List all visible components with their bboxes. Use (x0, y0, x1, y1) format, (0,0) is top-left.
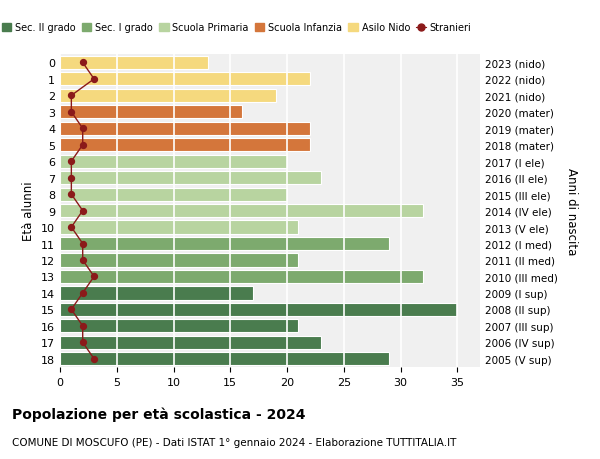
Point (78, 207, 88, 215)
Point (78, 290, 88, 297)
Point (67, 191, 76, 198)
Point (89, 355, 99, 363)
Point (67, 158, 76, 166)
Legend: Sec. II grado, Sec. I grado, Scuola Primaria, Scuola Infanzia, Asilo Nido, Stran: Sec. II grado, Sec. I grado, Scuola Prim… (0, 19, 475, 37)
Bar (60, 73, 310, 86)
Bar (60, 188, 287, 202)
Bar (60, 155, 287, 168)
Bar (60, 172, 321, 185)
Bar (60, 139, 310, 152)
Point (67, 109, 76, 116)
Point (67, 92, 76, 100)
Point (78, 257, 88, 264)
Point (67, 306, 76, 313)
Point (89, 76, 99, 84)
Bar (60, 57, 208, 70)
Bar (60, 254, 298, 267)
Bar (60, 106, 242, 119)
Bar (60, 221, 298, 234)
Y-axis label: Anni di nascita: Anni di nascita (565, 168, 578, 255)
Point (67, 174, 76, 182)
Point (78, 323, 88, 330)
Point (78, 339, 88, 346)
Bar (60, 123, 310, 135)
Point (78, 142, 88, 149)
Bar (60, 319, 298, 333)
Bar (60, 303, 457, 316)
Text: COMUNE DI MOSCUFO (PE) - Dati ISTAT 1° gennaio 2024 - Elaborazione TUTTITALIA.IT: COMUNE DI MOSCUFO (PE) - Dati ISTAT 1° g… (12, 437, 457, 447)
Y-axis label: Età alunni: Età alunni (22, 181, 35, 241)
Point (78, 125, 88, 133)
Bar (60, 353, 389, 365)
Point (78, 241, 88, 248)
Bar (60, 270, 423, 283)
Bar (60, 287, 253, 300)
Bar (60, 336, 321, 349)
Bar (60, 205, 423, 218)
Bar (60, 237, 389, 251)
Point (78, 60, 88, 67)
Point (67, 224, 76, 231)
Bar (60, 90, 275, 103)
Text: Popolazione per età scolastica - 2024: Popolazione per età scolastica - 2024 (12, 406, 305, 421)
Point (89, 273, 99, 280)
